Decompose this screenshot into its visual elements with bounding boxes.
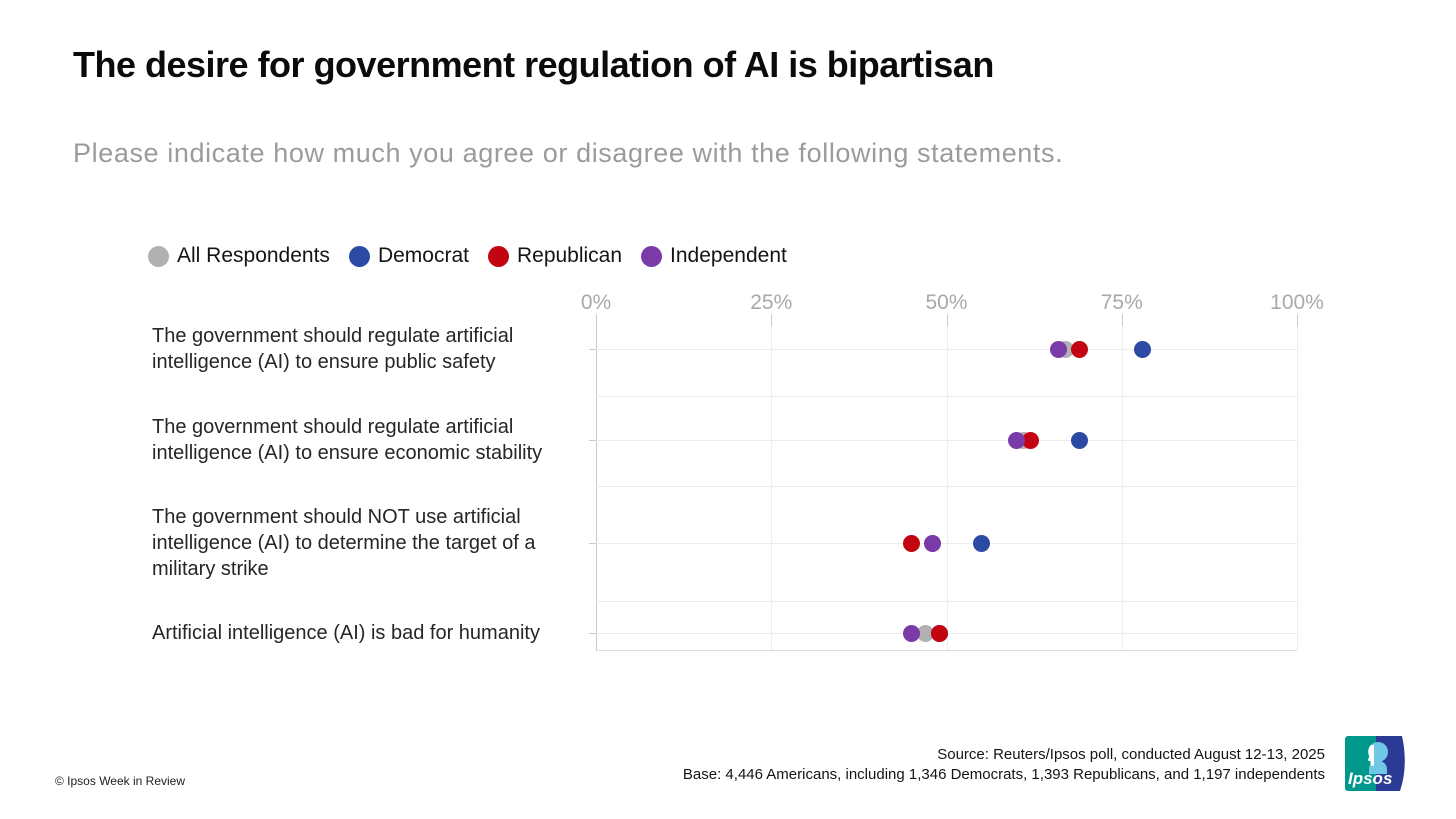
legend-label-republican: Republican (516, 244, 623, 267)
ipsos-logo-mark: Ipsos (1345, 736, 1405, 791)
footer-source-block: Source: Reuters/Ipsos poll, conducted Au… (683, 745, 1325, 785)
row-gridline (596, 349, 1297, 350)
ipsos-logo-text: Ipsos (1348, 769, 1392, 788)
x-tick-label: 25% (750, 291, 793, 314)
republican-legend-dot (487, 245, 509, 267)
x-tick-mark (1297, 314, 1298, 326)
independent-legend-dot (641, 245, 663, 267)
category-label: Artificial intelligence (AI) is bad for … (152, 622, 540, 644)
legend-item-independent: Independent (641, 244, 787, 268)
row-separator (596, 396, 1297, 397)
dot-independent (1008, 431, 1026, 449)
x-tick-mark (1121, 314, 1123, 326)
copyright-note: © Ipsos Week in Review (55, 774, 186, 788)
y-tick-mark (589, 349, 596, 350)
legend-item-democrat: Democrat (348, 244, 469, 268)
ipsos-logo: Ipsos (1345, 736, 1405, 791)
dot-republican (1071, 340, 1089, 358)
row-gridline (596, 543, 1297, 544)
dot-republican (1022, 431, 1040, 449)
y-tick-mark (589, 543, 596, 544)
dot-republican (902, 534, 920, 552)
source-line: Source: Reuters/Ipsos poll, conducted Au… (937, 746, 1325, 763)
x-tick-mark (946, 314, 948, 326)
base-line: Base: 4,446 Americans, including 1,346 D… (682, 766, 1325, 783)
category-label: The government should regulate artificia… (152, 325, 514, 373)
legend: All Respondents Democrat Republican Indepen… (148, 244, 787, 268)
category-label: The government should regulate artificia… (152, 416, 543, 464)
dot-democrat (973, 534, 991, 552)
x-tick-mark (771, 314, 773, 326)
x-gridline (1297, 326, 1298, 650)
democrat-legend-dot (348, 245, 370, 267)
row-separator (596, 486, 1297, 487)
dot-independent (1050, 340, 1068, 358)
dot-independent (923, 534, 941, 552)
row-gridline (596, 440, 1297, 441)
legend-item-republican: Republican (487, 244, 623, 268)
x-gridline (1121, 326, 1123, 650)
x-tick-label: 0% (580, 291, 612, 314)
chart-subtitle: Please indicate how much you agree or di… (73, 138, 1064, 168)
all-respondents-legend-dot (148, 245, 169, 267)
x-gridline (946, 326, 948, 650)
category-label: The government should NOT use artificial… (152, 506, 536, 580)
x-tick-label: 75% (1100, 291, 1143, 314)
x-tick-label: 100% (1270, 291, 1324, 314)
legend-item-all-respondents: All Respondents (148, 244, 330, 268)
row-separator (596, 601, 1297, 602)
dot-democrat (1134, 340, 1152, 358)
x-gridline (771, 326, 773, 650)
y-tick-mark (589, 633, 596, 634)
legend-label-all-respondents: All Respondents (177, 244, 330, 267)
dot-independent (902, 624, 920, 642)
x-axis-bottom-line (596, 650, 1297, 651)
y-tick-mark (589, 440, 596, 441)
dot-all-respondents (916, 624, 934, 642)
y-axis-line (596, 314, 597, 650)
legend-label-independent: Independent (670, 244, 787, 267)
dot-democrat (1071, 431, 1089, 449)
dot-republican (930, 624, 948, 642)
page-title: The desire for government regulation of … (73, 44, 994, 85)
x-tick-label: 50% (925, 291, 968, 314)
legend-label-democrat: Democrat (377, 244, 469, 267)
